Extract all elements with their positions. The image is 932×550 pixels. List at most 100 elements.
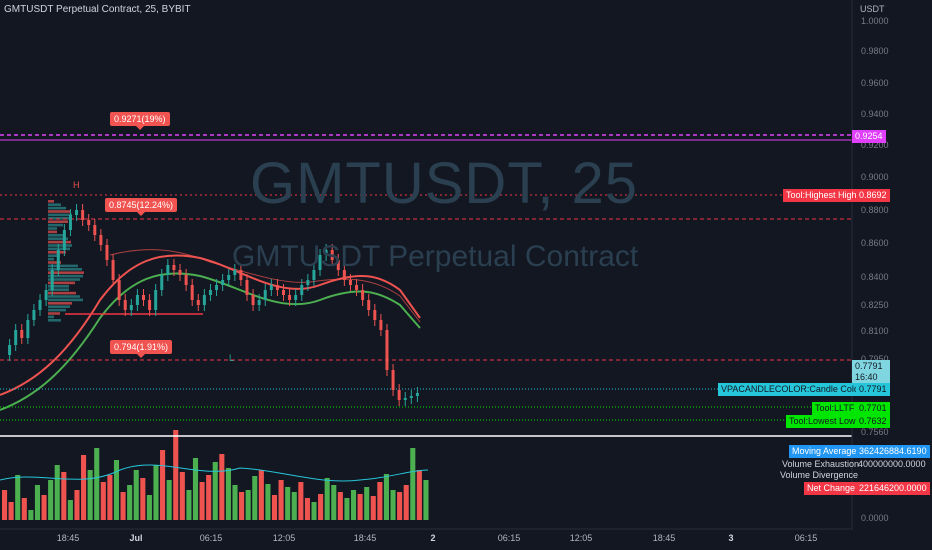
- candle-body: [93, 225, 97, 235]
- bar-countdown: 16:40: [855, 372, 878, 382]
- volume-bar: [350, 490, 357, 520]
- volume-bar: [403, 485, 409, 520]
- candle-body: [81, 210, 85, 220]
- time-tick: 18:45: [56, 533, 80, 543]
- chart-title[interactable]: GMTUSDT Perpetual Contract, 25, BYBIT: [4, 4, 191, 15]
- candle-body: [20, 330, 24, 338]
- candle-body: [403, 398, 407, 400]
- volume-bar: [146, 495, 152, 520]
- candle-body: [32, 310, 36, 320]
- volume-bar: [331, 485, 337, 520]
- time-tick: 06:15: [794, 533, 818, 543]
- profile-bar: [48, 312, 60, 315]
- volume-bar: [133, 470, 139, 520]
- volume-bar: [87, 470, 93, 520]
- candle-body: [148, 300, 152, 310]
- candle-body: [172, 265, 176, 270]
- volume-bar: [377, 482, 383, 520]
- lltf-tag: 0.7701: [856, 402, 890, 415]
- volume-bar: [186, 490, 192, 520]
- time-tick: Jul: [129, 533, 143, 543]
- candle-body: [160, 275, 164, 290]
- profile-bar: [48, 291, 76, 295]
- volume-bar: [153, 465, 159, 520]
- profile-bar: [48, 230, 57, 234]
- candle-body: [330, 250, 334, 260]
- candle-body: [208, 290, 212, 295]
- profile-bar: [48, 271, 84, 274]
- volume-bar: [61, 472, 67, 520]
- volume-bar: [192, 458, 199, 520]
- high-marker: H: [73, 180, 80, 190]
- profile-bar: [48, 210, 70, 213]
- price-tick: 0.9600: [861, 78, 889, 88]
- time-tick: 12:05: [272, 533, 296, 543]
- target-callout-lower[interactable]: 0.794(1.91%): [110, 340, 173, 358]
- candle-body: [348, 280, 352, 285]
- candle-body: [275, 285, 279, 290]
- volume-bar: [397, 492, 403, 520]
- candle-body: [105, 245, 109, 260]
- profile-bar: [48, 247, 70, 251]
- time-tick: 18:45: [353, 533, 377, 543]
- candle-body: [14, 330, 18, 345]
- target-callout-upper[interactable]: 0.8745(12.24%): [105, 198, 178, 216]
- candle-colored-label: VPACANDLECOLOR:Candle Colored: [718, 383, 875, 396]
- candle-body: [324, 250, 328, 255]
- volume-bar: [41, 495, 47, 520]
- profile-bar: [48, 298, 83, 302]
- profile-bar: [48, 240, 71, 244]
- candle-body: [62, 230, 66, 250]
- profile-bar: [48, 223, 63, 227]
- candlestick-series: [8, 204, 419, 406]
- profile-bar: [48, 254, 60, 257]
- volume-bar: [232, 485, 238, 520]
- volume-bar: [48, 480, 54, 520]
- volume-bar: [390, 490, 396, 520]
- volume-bar: [199, 482, 205, 520]
- volume-bar: [81, 455, 87, 520]
- volume-bar: [120, 492, 126, 520]
- lower-band: [0, 272, 421, 411]
- volume-bar: [179, 472, 185, 520]
- candle-body: [221, 280, 225, 285]
- candle-body: [227, 275, 231, 280]
- volume-bar: [410, 448, 416, 520]
- candle-body: [56, 250, 60, 270]
- volume-bar: [252, 476, 258, 520]
- candle-body: [196, 300, 200, 305]
- candle-body: [263, 290, 267, 300]
- target-callout-top[interactable]: 0.9271(19%): [110, 112, 170, 130]
- current-price-tag: 0.7791 16:40: [852, 360, 890, 384]
- volume-bar: [127, 485, 133, 520]
- candle-body: [294, 295, 298, 300]
- candle-body: [355, 285, 359, 290]
- candle-body: [379, 320, 383, 330]
- profile-bar: [48, 203, 61, 206]
- volume-bar: [370, 496, 376, 520]
- candle-body: [178, 270, 182, 275]
- candle-body: [300, 285, 304, 295]
- price-tick: 0.8600: [861, 238, 889, 248]
- price-unit: USDT: [860, 4, 885, 14]
- profile-bar: [48, 227, 57, 230]
- volume-bar: [245, 490, 251, 520]
- candle-body: [87, 220, 91, 225]
- profile-bar: [48, 302, 72, 305]
- volume-bar: [304, 498, 310, 520]
- candle-body: [282, 290, 285, 295]
- volume-bar: [8, 502, 14, 520]
- price-tick: 0.9800: [861, 46, 889, 56]
- low-marker: L: [229, 353, 235, 363]
- watermark-symbol: GMTUSDT, 25: [250, 151, 639, 216]
- candle-body: [367, 300, 371, 310]
- profile-bar: [48, 315, 54, 319]
- profile-bar: [48, 217, 71, 220]
- volume-divergence-label: Volume Divergence: [780, 470, 859, 480]
- chart-axes: [0, 0, 853, 530]
- price-tick: 0.8100: [861, 326, 889, 336]
- candle-body: [26, 320, 30, 338]
- volume-profile: [48, 200, 84, 322]
- moving-average-label: Moving Average: [789, 445, 860, 458]
